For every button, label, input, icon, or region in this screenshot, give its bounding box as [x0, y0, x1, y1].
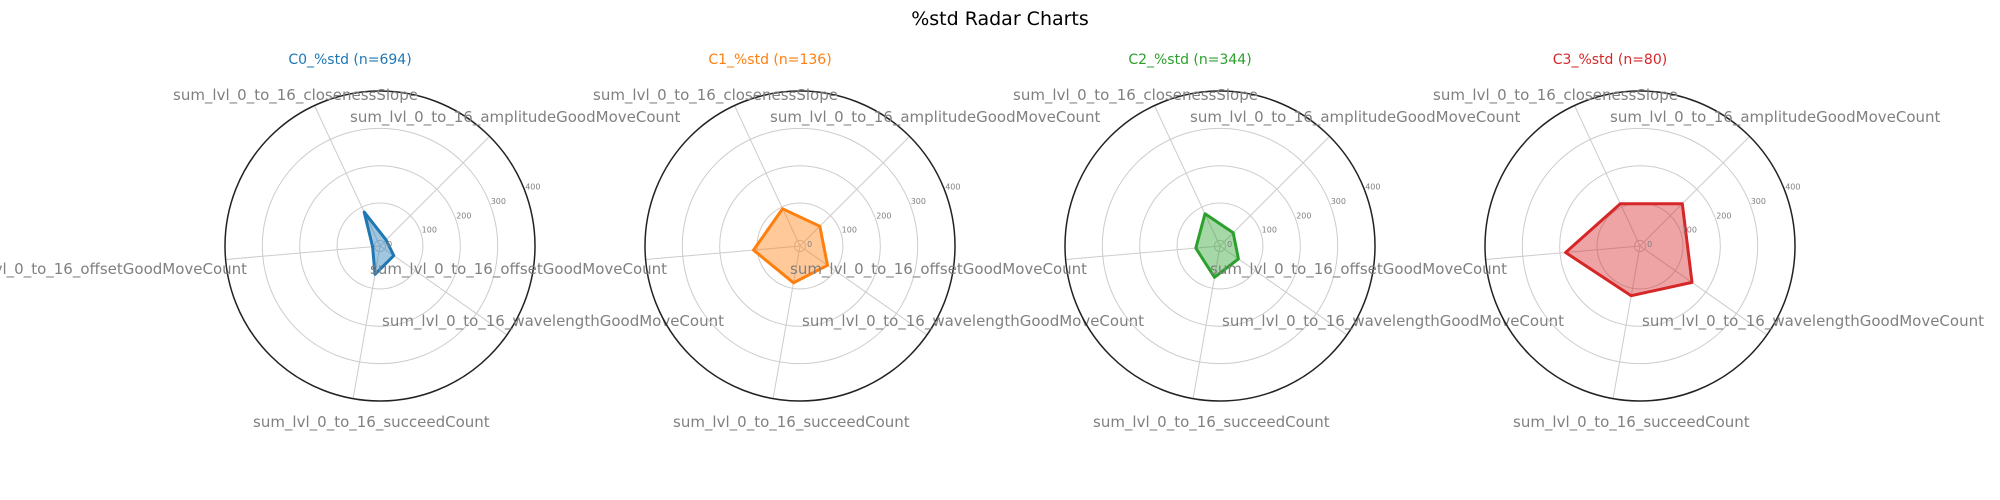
r-tick-label: 0: [1227, 240, 1232, 249]
r-tick-label: 100: [422, 226, 437, 235]
r-tick-label: 200: [1296, 211, 1311, 220]
axis-label: sum_lvl_0_to_16_offsetGoodMoveCount: [370, 260, 667, 279]
panel-subtitle: C1_%std (n=136): [708, 52, 831, 68]
axis-label: sum_lvl_0_to_16_wavelengthGoodMoveCount: [1222, 312, 1564, 331]
grid-circle: [1521, 127, 1759, 365]
grid-spoke: [1154, 105, 1221, 247]
r-tick-label: 0: [1647, 240, 1652, 249]
figure-title: %std Radar Charts: [911, 8, 1089, 30]
r-tick-label: 300: [1751, 197, 1766, 206]
grid-spoke: [1219, 245, 1348, 336]
grid-spoke: [645, 245, 801, 261]
r-tick-label: 300: [491, 197, 506, 206]
grid-circle: [1559, 165, 1721, 327]
grid-spoke: [1192, 245, 1221, 399]
radar-panel: C0_%std (n=694) 0 100 200 300 400 sum_lvl_0_to…: [0, 52, 724, 432]
panel-subtitle: C2_%std (n=344): [1128, 52, 1251, 68]
series-area: [362, 210, 396, 276]
r-tick-label: 100: [842, 226, 857, 235]
axis-label: sum_lvl_0_to_16_wavelengthGoodMoveCount: [1642, 312, 1984, 331]
axis-label: sum_lvl_0_to_16_succeedCount: [1093, 413, 1330, 432]
grid-circle: [719, 165, 881, 327]
grid-spoke: [1639, 136, 1750, 247]
grid-circle: [1176, 202, 1264, 290]
r-tick-label: 0: [807, 240, 812, 249]
r-tick-label: 300: [1331, 197, 1346, 206]
axis-label: sum_lvl_0_to_16_amplitudeGoodMoveCount: [350, 108, 681, 127]
axis-label: sum_lvl_0_to_16_closenessSlope: [593, 86, 838, 105]
grid-circle: [299, 165, 461, 327]
grid-spoke: [799, 245, 928, 336]
axis-label: sum_lvl_0_to_16_wavelengthGoodMoveCount: [382, 312, 724, 331]
grid-circle: [336, 202, 424, 290]
r-tick-label: 400: [1365, 183, 1380, 192]
grid-spoke: [799, 136, 910, 247]
grid-spoke: [734, 105, 801, 247]
axis-label: sum_lvl_0_to_16_amplitudeGoodMoveCount: [1190, 108, 1521, 127]
grid-spoke: [1065, 245, 1221, 261]
series-area: [752, 207, 829, 285]
grid-spoke: [1219, 136, 1330, 247]
axis-label: sum_lvl_0_to_16_amplitudeGoodMoveCount: [1610, 108, 1941, 127]
r-tick-label: 400: [945, 183, 960, 192]
outer-frame: [224, 90, 536, 402]
grid-spoke: [1485, 245, 1641, 261]
axis-label: sum_lvl_0_to_16_offsetGoodMoveCount: [1210, 260, 1507, 279]
radar-panels: C0_%std (n=694) 0 100 200 300 400 sum_lvl_0_to…: [0, 52, 1984, 432]
axis-label: sum_lvl_0_to_16_succeedCount: [253, 413, 490, 432]
r-tick-label: 400: [1785, 183, 1800, 192]
axis-label: sum_lvl_0_to_16_offsetGoodMoveCount: [0, 260, 247, 279]
series-area: [1564, 202, 1694, 298]
grid-circle: [1139, 165, 1301, 327]
outer-frame: [644, 90, 956, 402]
grid-circle: [1101, 127, 1339, 365]
axis-label: sum_lvl_0_to_16_wavelengthGoodMoveCount: [802, 312, 1144, 331]
r-tick-label: 400: [525, 183, 540, 192]
axis-label: sum_lvl_0_to_16_succeedCount: [1513, 413, 1750, 432]
axis-label: sum_lvl_0_to_16_closenessSlope: [1433, 86, 1678, 105]
axis-label: sum_lvl_0_to_16_closenessSlope: [173, 86, 418, 105]
grid-spoke: [314, 105, 381, 247]
grid-spoke: [1639, 245, 1768, 336]
r-tick-label: 100: [1262, 226, 1277, 235]
r-tick-label: 200: [456, 211, 471, 220]
grid-circle: [681, 127, 919, 365]
axis-label: sum_lvl_0_to_16_amplitudeGoodMoveCount: [770, 108, 1101, 127]
grid-spoke: [225, 245, 381, 261]
r-tick-label: 300: [911, 197, 926, 206]
outer-frame: [1484, 90, 1796, 402]
grid-spoke: [1574, 105, 1641, 247]
grid-spoke: [1612, 245, 1641, 399]
series-area: [1194, 212, 1240, 279]
r-tick-label: 100: [1682, 226, 1697, 235]
grid-circle: [261, 127, 499, 365]
axis-label: sum_lvl_0_to_16_closenessSlope: [1013, 86, 1258, 105]
panel-subtitle: C0_%std (n=694): [288, 52, 411, 68]
outer-frame: [1064, 90, 1376, 402]
grid-spoke: [379, 245, 508, 336]
r-tick-label: 200: [876, 211, 891, 220]
grid-spoke: [772, 245, 801, 399]
radar-panel: C3_%std (n=80) 0 100 200 300 400 sum_lvl_0_to_…: [1210, 52, 1984, 432]
panel-subtitle: C3_%std (n=80): [1553, 52, 1667, 68]
r-tick-label: 0: [387, 240, 392, 249]
axis-label: sum_lvl_0_to_16_succeedCount: [673, 413, 910, 432]
r-tick-label: 200: [1716, 211, 1731, 220]
grid-spoke: [379, 136, 490, 247]
radar-panel: C2_%std (n=344) 0 100 200 300 400 sum_lvl_0_to…: [790, 52, 1564, 432]
axis-label: sum_lvl_0_to_16_offsetGoodMoveCount: [790, 260, 1087, 279]
radar-panel: C1_%std (n=136) 0 100 200 300 400 sum_lvl_0_to…: [370, 52, 1144, 432]
